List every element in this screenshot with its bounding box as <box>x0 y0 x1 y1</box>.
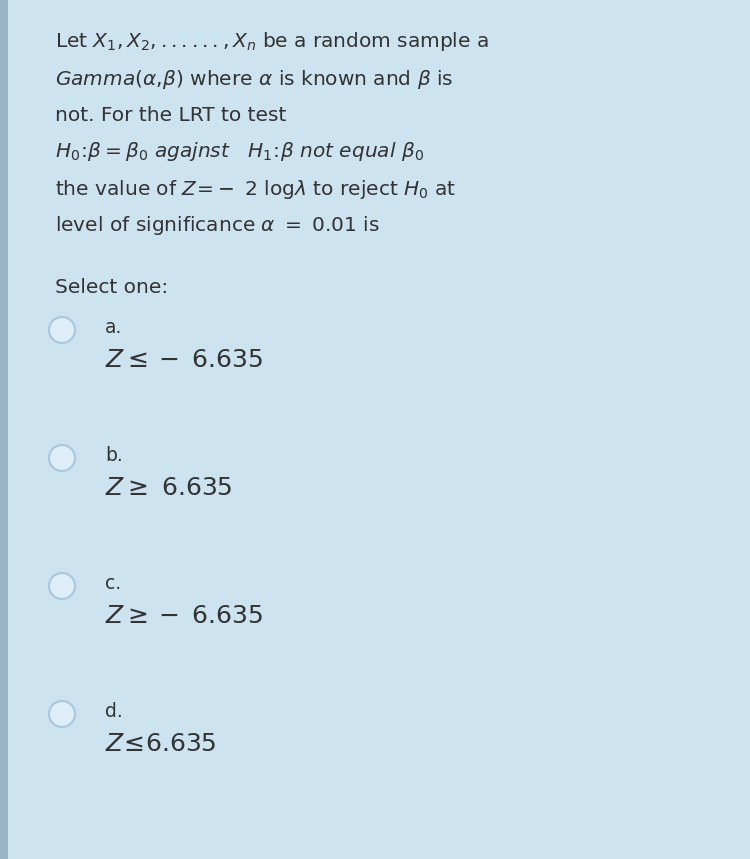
Text: $Z \leq - $ 6.635: $Z \leq - $ 6.635 <box>105 348 263 372</box>
Text: d.: d. <box>105 702 123 721</box>
Text: c.: c. <box>105 574 122 593</box>
Text: $Z \geq -$ 6.635: $Z \geq -$ 6.635 <box>105 604 263 628</box>
Text: $\mathit{Gamma}(\alpha,\!\beta)$ where $\alpha$ is known and $\beta$ is: $\mathit{Gamma}(\alpha,\!\beta)$ where $… <box>55 68 454 91</box>
Circle shape <box>49 445 75 471</box>
Text: $Z\!\leq\!6.635$: $Z\!\leq\!6.635$ <box>105 732 217 756</box>
Text: a.: a. <box>105 318 122 337</box>
Text: not. For the LRT to test: not. For the LRT to test <box>55 106 286 125</box>
Text: Let $X_1, X_2,......,X_n$ be a random sample a: Let $X_1, X_2,......,X_n$ be a random sa… <box>55 30 489 53</box>
Text: Select one:: Select one: <box>55 278 168 297</box>
Text: $\mathit{H_0}\!:\!\beta = \beta_0$ $\mathit{agajnst}$   $H_1\!:\!\beta$ $\mathit: $\mathit{H_0}\!:\!\beta = \beta_0$ $\mat… <box>55 140 424 163</box>
Text: $Z \geq$ 6.635: $Z \geq$ 6.635 <box>105 476 232 500</box>
Circle shape <box>49 701 75 727</box>
Text: the value of $\mathit{Z}\!=\!-$ 2 log$\lambda$ to reject $\mathit{H_0}$ at: the value of $\mathit{Z}\!=\!-$ 2 log$\l… <box>55 178 456 201</box>
Text: b.: b. <box>105 446 123 465</box>
Bar <box>0 0 8 859</box>
Circle shape <box>49 317 75 343</box>
Circle shape <box>49 573 75 599</box>
Text: level of significance $\alpha$ $=$ 0.01 is: level of significance $\alpha$ $=$ 0.01 … <box>55 214 380 237</box>
